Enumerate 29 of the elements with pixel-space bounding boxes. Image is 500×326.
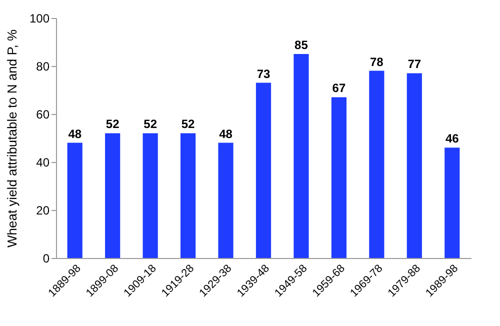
y-tick-label: 40 <box>36 156 50 170</box>
bar <box>331 97 346 258</box>
y-tick-label: 60 <box>36 108 50 122</box>
y-tick-label: 0 <box>42 252 50 266</box>
data-label: 77 <box>408 57 422 72</box>
bar <box>142 133 158 258</box>
data-label: 52 <box>144 117 158 132</box>
bar <box>67 142 82 258</box>
bar <box>105 133 120 258</box>
data-label: 46 <box>445 132 460 146</box>
bar <box>256 82 272 258</box>
bar <box>444 148 460 258</box>
data-label: 85 <box>294 38 308 52</box>
y-tick-label: 80 <box>36 60 50 74</box>
data-label: 73 <box>256 66 270 81</box>
data-label: 67 <box>332 81 346 96</box>
bar <box>180 133 196 258</box>
y-tick-label: 100 <box>29 12 50 26</box>
data-label: 52 <box>181 117 196 132</box>
bar <box>369 70 384 258</box>
data-label: 48 <box>219 126 233 141</box>
bar <box>406 73 422 258</box>
data-label: 48 <box>68 126 82 141</box>
y-tick-label: 20 <box>36 204 50 218</box>
y-axis-title: Wheat yield attributable to N and P, % <box>4 29 20 248</box>
bar <box>218 142 234 258</box>
data-label: 78 <box>370 54 384 69</box>
data-label: 52 <box>106 117 120 132</box>
bar <box>294 54 309 258</box>
